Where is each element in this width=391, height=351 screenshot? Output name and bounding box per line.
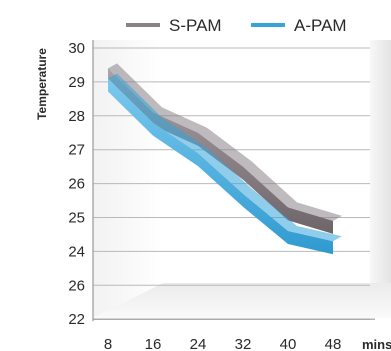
x-axis-unit-label: mins [362, 337, 391, 351]
series-ribbon-S-PAM [108, 68, 333, 234]
x-tick-label: 24 [190, 336, 207, 351]
y-tick-label: 28 [68, 108, 85, 125]
y-tick-label: 24 [68, 243, 85, 260]
y-tick-label: 29 [68, 74, 85, 91]
y-tick-label: 26 [68, 176, 85, 193]
chart-floor [93, 283, 391, 318]
x-tick-label: 40 [280, 336, 297, 351]
legend-label-S-PAM: S-PAM [169, 16, 222, 35]
series-ribbon-top-S-PAM [108, 63, 342, 221]
y-tick-label: 27 [68, 142, 85, 159]
y-tick-label: 22 [68, 311, 85, 328]
chart-right-wall [370, 40, 391, 283]
series-layer [108, 63, 342, 255]
y-tick-label: 25 [68, 210, 85, 227]
legend: S-PAM A-PAM [126, 16, 347, 35]
x-tick-label: 8 [104, 336, 112, 351]
x-tick-label: 48 [325, 336, 342, 351]
y-tick-labels: 30 29 28 27 26 25 24 26 22 [68, 40, 85, 328]
axes [92, 40, 375, 322]
x-tick-label: 16 [145, 336, 162, 351]
legend-label-A-PAM: A-PAM [294, 16, 347, 35]
y-tick-label: 26 [68, 277, 85, 294]
series-ribbon-top-A-PAM [108, 73, 342, 242]
x-tick-label: 32 [235, 336, 252, 351]
series-ribbon-A-PAM [108, 78, 333, 255]
y-axis-label: Temperature [35, 48, 49, 120]
y-tick-label: 30 [68, 40, 85, 57]
x-tick-labels: 8 16 24 32 40 48 [104, 336, 342, 351]
